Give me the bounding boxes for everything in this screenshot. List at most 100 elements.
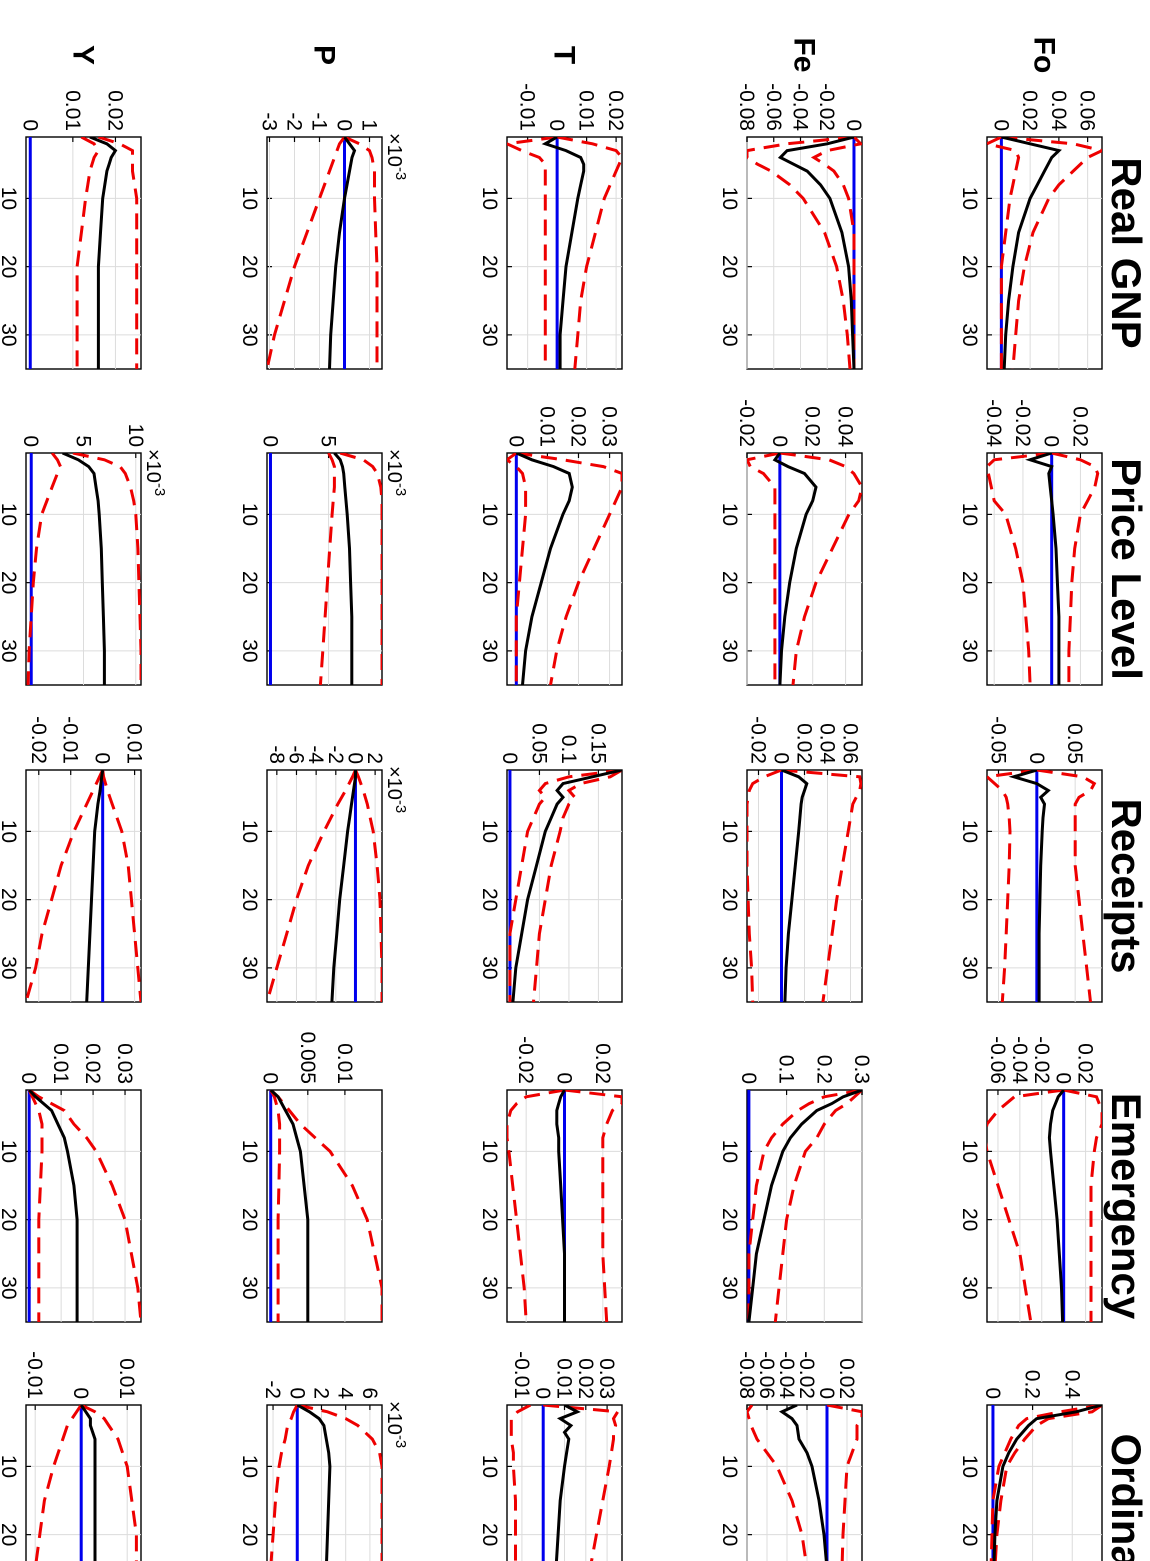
upper-band-line <box>556 137 622 369</box>
x-tick-label: 20 <box>478 1208 501 1231</box>
panel-receipts-fe: 10 20 30 0.060.040.020-0.02 <box>718 716 863 1003</box>
lower-band-line <box>27 1090 44 1322</box>
y-tick-label: 1 <box>358 119 381 131</box>
x-tick-label: 30 <box>478 639 501 662</box>
y-tick-label: 0.01 <box>61 90 84 131</box>
y-tick-label: 5 <box>317 435 340 447</box>
x-tick-label: 20 <box>958 255 981 278</box>
y-tick-label: -4 <box>304 745 327 764</box>
y-tick-label: 0.1 <box>775 1055 798 1084</box>
y-tick-label: 0 <box>285 1387 308 1399</box>
y-tick-label: 0 <box>69 1387 92 1399</box>
series-group <box>747 137 862 369</box>
y-tick-label: -2 <box>283 112 306 131</box>
y-tick-label: 0 <box>737 1072 760 1084</box>
x-tick-label: 30 <box>958 1276 981 1299</box>
response-line <box>541 137 586 369</box>
x-tick-label: 10 <box>478 503 501 526</box>
response-line <box>550 1405 581 1561</box>
panel-price-level-fo: 10 20 30 0.02 0 -0.02 -0.04 <box>958 399 1103 686</box>
series-group <box>987 453 1100 685</box>
y-tick-label: 0.02 <box>591 1043 614 1084</box>
x-tick-label: 30 <box>958 323 981 346</box>
series-group <box>267 137 379 369</box>
lower-band-line <box>507 453 528 685</box>
x-tick-label: 20 <box>478 888 501 911</box>
panel-frame <box>266 769 383 1003</box>
x-tick-label: 20 <box>478 1523 501 1546</box>
y-tick-label: 0 <box>498 752 521 764</box>
y-tick-label: 0 <box>333 119 356 131</box>
x-tick-label: 20 <box>238 571 261 594</box>
series-group <box>989 1405 1102 1561</box>
y-tick-label: -0.02 <box>514 1036 537 1084</box>
y-tick-label: 0 <box>768 435 791 447</box>
x-tick-label: 20 <box>238 255 261 278</box>
y-tick-label: 0.01 <box>115 1358 138 1399</box>
response-line <box>1008 770 1051 1002</box>
series-group <box>26 770 141 1002</box>
y-tick-label: 0 <box>842 119 865 131</box>
x-tick-label: 30 <box>0 639 20 662</box>
panel-real-gnp-fo: 10 20 30 0 0.02 0.04 0.06 <box>958 90 1103 370</box>
x-tick-label: 10 <box>238 820 261 843</box>
panel-frame <box>25 769 142 1003</box>
y-scale-label: ×10-3 <box>383 766 409 813</box>
panel-frame <box>746 1089 863 1323</box>
lower-band-line <box>26 453 63 685</box>
x-tick-label: 30 <box>478 956 501 979</box>
row-label-p: P <box>308 45 341 65</box>
response-line <box>747 1090 862 1322</box>
lower-band-line <box>26 1405 83 1561</box>
upper-band-line <box>993 1405 1102 1561</box>
response-line <box>511 770 622 1002</box>
x-tick-label: 10 <box>0 503 20 526</box>
lower-band-line <box>747 1090 862 1322</box>
y-tick-label: -1 <box>308 112 331 131</box>
response-line <box>1047 1090 1065 1322</box>
panel-price-level-fe: 10 20 30 0.04 0.02 0 -0.02 <box>718 399 863 686</box>
lower-band-line <box>508 770 622 1002</box>
y-tick-label: 0.02 <box>1018 90 1041 131</box>
response-line <box>555 1090 566 1322</box>
y-tick-label: 4 <box>334 1387 357 1399</box>
x-tick-label: 10 <box>958 503 981 526</box>
series-group <box>268 453 382 685</box>
lower-band-line <box>987 453 1052 685</box>
x-tick-label: 20 <box>0 255 20 278</box>
upper-band-line <box>773 1090 862 1322</box>
y-tick-label: 6 <box>358 1387 381 1399</box>
upper-band-line <box>1001 137 1102 369</box>
x-tick-label: 30 <box>0 1276 20 1299</box>
x-tick-label: 20 <box>718 1523 741 1546</box>
x-tick-label: 30 <box>718 323 741 346</box>
panel-frame <box>266 1404 383 1561</box>
x-tick-label: 10 <box>718 820 741 843</box>
x-tick-label: 20 <box>718 255 741 278</box>
response-line <box>79 1405 97 1561</box>
response-line <box>62 453 106 685</box>
y-tick-label: 0 <box>815 1387 838 1399</box>
upper-band-line <box>826 1405 862 1561</box>
series-group <box>267 1405 382 1561</box>
column-title-ordinary: Ordinary <box>1103 1433 1150 1561</box>
lower-band-line <box>989 1405 1102 1561</box>
x-tick-label: 20 <box>718 1208 741 1231</box>
y-tick-label: 0.02 <box>566 406 589 447</box>
y-tick-label: 2 <box>363 752 386 764</box>
upper-band-line <box>779 453 862 685</box>
series-group <box>987 1090 1102 1322</box>
x-tick-label: 30 <box>478 323 501 346</box>
panel-frame <box>986 1089 1103 1323</box>
y-tick-label: 0 <box>19 435 42 447</box>
x-tick-label: 10 <box>238 503 261 526</box>
y-tick-label: 0.05 <box>1063 723 1086 764</box>
panel-frame <box>266 452 383 686</box>
panel-real-gnp-fe: 10 20 30 0 -0.02-0.04-0.06-0.08 <box>718 83 865 370</box>
lower-band-line <box>507 137 558 369</box>
x-tick-label: 10 <box>238 1140 261 1163</box>
lower-band-line <box>987 137 1021 369</box>
